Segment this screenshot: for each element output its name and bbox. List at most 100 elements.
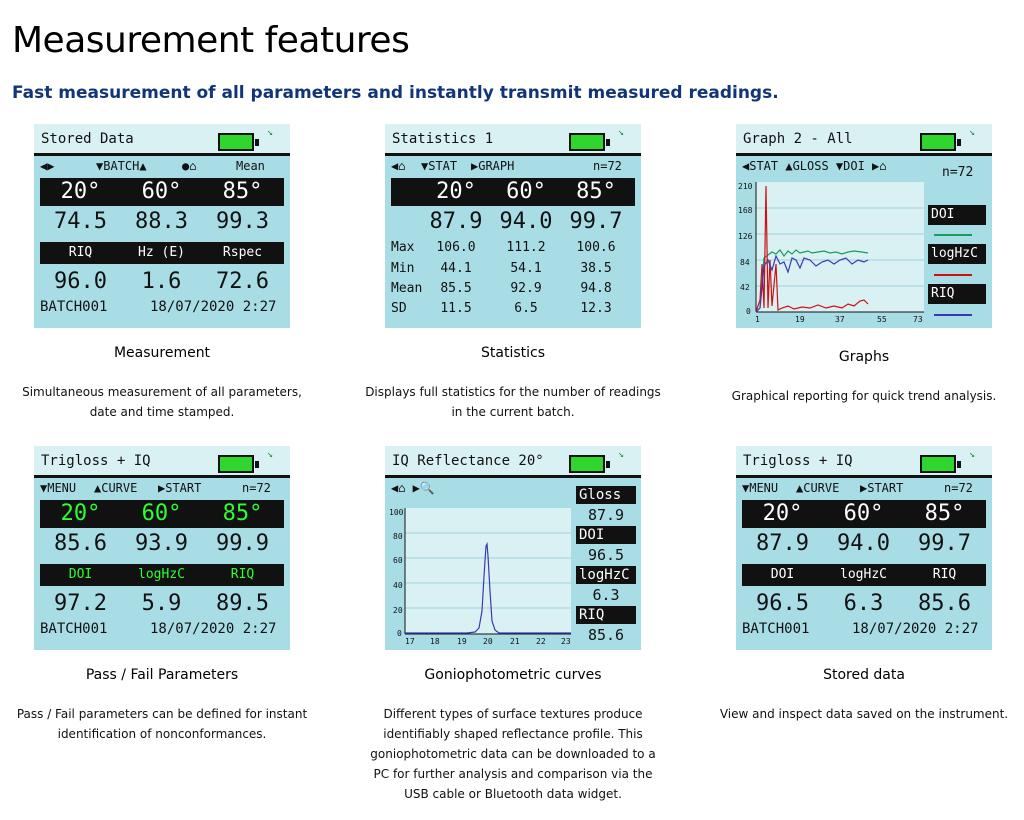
legend-line xyxy=(934,274,972,276)
legend-label: DOI xyxy=(928,205,986,225)
stat-key: Min xyxy=(391,261,415,276)
signal-icon: ↘ xyxy=(618,127,625,138)
signal-icon: ↘ xyxy=(969,449,976,460)
param-label: logHzC xyxy=(138,567,185,582)
battery-icon xyxy=(920,133,961,151)
x-tick: 17 xyxy=(405,637,415,646)
stat-value: 11.5 xyxy=(440,301,472,316)
signal-icon: ↘ xyxy=(618,449,625,460)
x-tick: 22 xyxy=(536,637,546,646)
nav-item: n=72 xyxy=(944,481,973,495)
stat-value: 111.2 xyxy=(506,240,546,255)
angle-label: 85° xyxy=(222,179,263,204)
angle-label: 60° xyxy=(141,501,182,526)
nav-item: ▲CURVE xyxy=(796,481,840,495)
angle-label: 85° xyxy=(222,501,263,526)
param-label: RIQ xyxy=(230,567,255,582)
trend-graph: 210 168 126 84 42 0 1 19 37 55 73 xyxy=(738,182,924,324)
card-description: View and inspect data saved on the instr… xyxy=(719,707,1009,721)
y-tick: 100 xyxy=(389,508,404,517)
sample-count: n=72 xyxy=(942,165,974,180)
batch-name: BATCH001 xyxy=(40,621,108,637)
nav-item: ▶GRAPH xyxy=(471,159,515,173)
param-value: 1.6 xyxy=(141,269,182,294)
x-tick: 55 xyxy=(877,315,887,324)
card-caption: Graphs xyxy=(838,349,890,365)
param-label: DOI xyxy=(770,567,795,582)
card-caption: Statistics xyxy=(481,345,545,361)
x-tick: 19 xyxy=(457,637,467,646)
x-tick: 1 xyxy=(755,315,760,324)
card-stored-data: Trigloss + IQ ↘ ▼MENU ▲CURVE ▶START n=72 … xyxy=(720,446,1008,721)
nav-item: ◀▶ xyxy=(40,159,55,173)
nav-item: ▼STAT xyxy=(421,159,458,173)
legend-line xyxy=(934,234,972,236)
datetime: 18/07/2020 2:27 xyxy=(150,621,277,637)
angle-bar: 20° 60° 85° xyxy=(391,178,635,206)
y-tick: 210 xyxy=(738,182,753,191)
stat-key: Mean xyxy=(391,281,423,296)
side-key: DOI xyxy=(576,526,636,544)
nav-item: ▼MENU xyxy=(742,481,779,495)
batch-name: BATCH001 xyxy=(40,299,108,315)
angle-bar: 20° 60° 85° xyxy=(742,500,986,528)
gloss-value: 87.9 xyxy=(429,209,483,234)
screen-title: Trigloss + IQ xyxy=(41,453,151,469)
gloss-value: 87.9 xyxy=(756,531,809,556)
side-value: 6.3 xyxy=(592,586,620,604)
y-tick: 0 xyxy=(746,307,751,316)
param-bar: DOI logHzC RIQ xyxy=(40,564,284,586)
nav-item: ▲CURVE xyxy=(94,481,138,495)
card-caption: Goniophotometric curves xyxy=(424,667,602,683)
card-description: Simultaneous measurement of all paramete… xyxy=(22,385,302,419)
gloss-value: 99.7 xyxy=(918,531,971,556)
device-screen: Graph 2 - All ↘ ◀STAT ▲GLOSS ▼DOI ▶⌂ n=72… xyxy=(736,124,992,328)
side-value: 85.6 xyxy=(587,626,625,644)
angle-label: 60° xyxy=(843,501,884,526)
y-tick: 60 xyxy=(393,556,403,565)
gloss-value: 93.9 xyxy=(135,531,188,556)
side-value: 96.5 xyxy=(587,546,625,564)
stat-value: 100.6 xyxy=(576,240,616,255)
angle-label: 20° xyxy=(60,501,101,526)
angle-label: 60° xyxy=(506,179,546,204)
battery-icon xyxy=(218,455,259,473)
y-tick: 0 xyxy=(397,629,402,638)
gloss-value: 85.6 xyxy=(54,531,107,556)
gloss-value: 88.3 xyxy=(135,209,188,234)
x-tick: 21 xyxy=(510,637,520,646)
side-key: RIQ xyxy=(576,606,636,624)
param-label: DOI xyxy=(68,567,93,582)
y-gridlines xyxy=(756,207,924,287)
legend-line xyxy=(934,314,972,316)
y-tick: 40 xyxy=(393,581,403,590)
param-value: 97.2 xyxy=(54,591,107,616)
datetime: 18/07/2020 2:27 xyxy=(852,621,979,637)
angle-label: 85° xyxy=(576,179,616,204)
card-caption: Measurement xyxy=(113,345,211,361)
param-value: 5.9 xyxy=(141,591,182,616)
stat-value: 85.5 xyxy=(440,281,472,296)
device-screen: Statistics 1 ↘ ◀⌂ ▼STAT ▶GRAPH n=72 20° 6… xyxy=(385,124,641,328)
screen-nav: ◀⌂ ▶🔍 xyxy=(391,481,435,495)
signal-icon: ↘ xyxy=(267,449,274,460)
nav-item: ▼BATCH▲ xyxy=(96,159,147,173)
device-screen: Trigloss + IQ ↘ ▼MENU ▲CURVE ▶START n=72 … xyxy=(736,446,992,650)
stat-value: 106.0 xyxy=(436,240,476,255)
card-caption: Stored data xyxy=(823,667,905,683)
y-tick: 20 xyxy=(393,606,403,615)
angle-label: 20° xyxy=(60,179,101,204)
stat-value: 94.8 xyxy=(580,281,612,296)
nav-item: Mean xyxy=(236,159,265,173)
screen-title: Trigloss + IQ xyxy=(743,453,853,469)
y-tick: 84 xyxy=(740,258,750,267)
doi-series xyxy=(755,249,869,313)
card-measurement: Stored Data ↘ ◀▶ ▼BATCH▲ ●⌂ Mean 20° 60° … xyxy=(22,124,302,419)
param-value: 96.5 xyxy=(756,591,809,616)
nav-item: ◀⌂ xyxy=(391,159,406,173)
param-bar: RIQ Hz (E) Rspec xyxy=(40,242,284,264)
card-description: Pass / Fail parameters can be defined fo… xyxy=(16,707,308,741)
screen-nav: ◀STAT ▲GLOSS ▼DOI ▶⌂ xyxy=(742,159,887,173)
device-screen: Stored Data ↘ ◀▶ ▼BATCH▲ ●⌂ Mean 20° 60° … xyxy=(34,124,290,328)
page-title: Measurement features xyxy=(12,20,410,61)
